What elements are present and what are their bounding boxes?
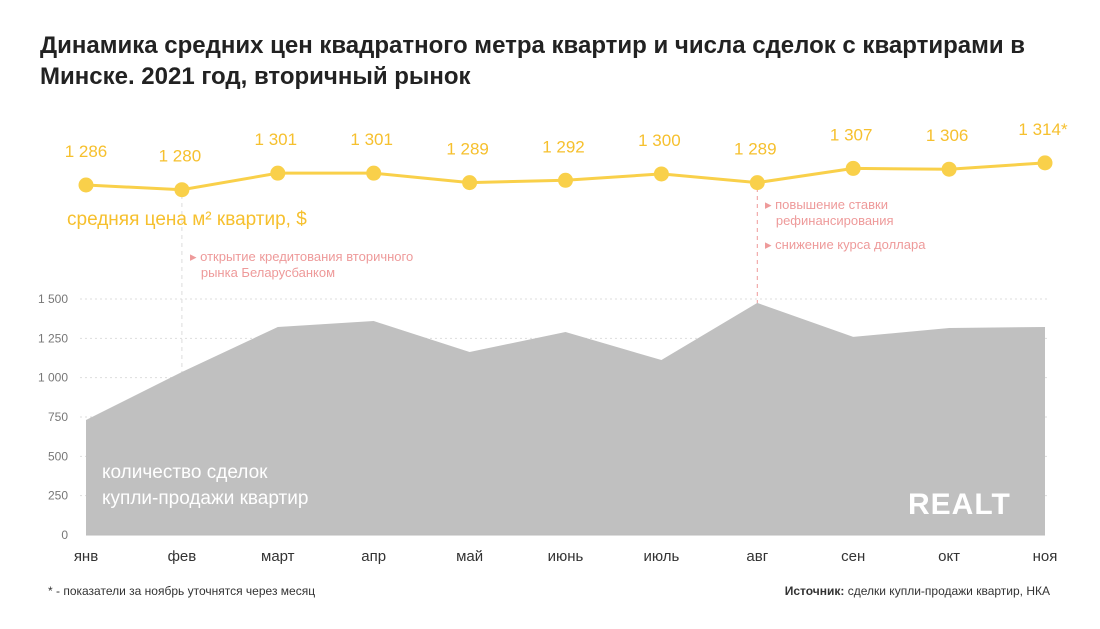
x-tick-label: окт	[938, 548, 960, 565]
x-tick-label: апр	[361, 548, 386, 565]
x-tick-label: ноя	[1033, 548, 1058, 565]
y-tick-label: 750	[48, 410, 68, 424]
price-series-label: средняя цена м² квартир, $	[67, 209, 307, 230]
price-value-label: 1 280	[159, 147, 202, 166]
price-value-label: 1 289	[734, 140, 777, 159]
price-value-label: 1 289	[446, 140, 489, 159]
price-point	[174, 182, 190, 198]
price-point	[941, 161, 957, 177]
source-text: сделки купли-продажи квартир, НКА	[844, 584, 1050, 598]
price-value-label: 1 286	[65, 142, 108, 161]
y-tick-label: 1 000	[38, 371, 68, 385]
x-tick-label: сен	[841, 548, 865, 565]
price-point	[653, 166, 669, 182]
annotation-feb: ▸ открытие кредитования вторичного рынка…	[190, 249, 414, 280]
price-value-label: 1 314*	[1018, 120, 1068, 139]
deals-area	[86, 302, 1045, 535]
price-value-label: 1 301	[350, 130, 393, 149]
realt-logo: REALT	[908, 488, 1011, 521]
annotation-aug-2: ▸ снижение курса доллара	[765, 237, 926, 252]
x-tick-label: авг	[746, 548, 768, 565]
price-point	[749, 175, 765, 191]
y-tick-label: 250	[48, 489, 68, 503]
y-tick-label: 1 500	[38, 292, 68, 306]
price-value-label: 1 301	[255, 130, 298, 149]
source: Источник: сделки купли-продажи квартир, …	[785, 584, 1050, 598]
price-value-label: 1 292	[542, 137, 585, 156]
annotation-text: рефинансирования	[775, 213, 894, 228]
price-point	[366, 165, 382, 181]
annotation-text: снижение курса доллара	[775, 237, 926, 252]
area-label-line: купли-продажи квартир	[102, 488, 309, 509]
y-tick-label: 1 250	[38, 331, 68, 345]
price-point	[78, 177, 94, 193]
annotation-aug-1: ▸ повышение ставки рефинансирования	[765, 197, 894, 228]
area-label-line: количество сделок	[102, 462, 268, 483]
price-point	[1037, 155, 1053, 171]
price-value-label: 1 300	[638, 131, 681, 150]
price-point	[462, 175, 478, 191]
annotation-text: рынка Беларусбанком	[200, 265, 336, 280]
price-point	[270, 165, 286, 181]
price-value-label: 1 307	[830, 125, 873, 144]
x-tick-label: июнь	[548, 548, 584, 565]
y-tick-label: 0	[61, 528, 68, 542]
price-value-label: 1 306	[926, 126, 969, 145]
chart-title: Динамика средних цен квадратного метра к…	[40, 32, 1026, 90]
x-tick-label: июль	[643, 548, 679, 565]
annotation-text: открытие кредитования вторичного	[200, 249, 414, 264]
x-tick-label: март	[261, 548, 295, 565]
source-label: Источник:	[784, 584, 845, 598]
x-tick-label: янв	[74, 548, 98, 565]
price-point	[558, 172, 573, 188]
x-tick-label: май	[456, 548, 483, 565]
x-tick-label: фев	[168, 548, 197, 565]
footnote: * - показатели за ноябрь уточнятся через…	[48, 584, 316, 598]
annotation-text: повышение ставки	[775, 197, 888, 212]
area-series-label: количество сделок купли-продажи квартир	[102, 460, 308, 512]
price-point	[845, 160, 861, 176]
y-tick-label: 500	[48, 449, 68, 463]
